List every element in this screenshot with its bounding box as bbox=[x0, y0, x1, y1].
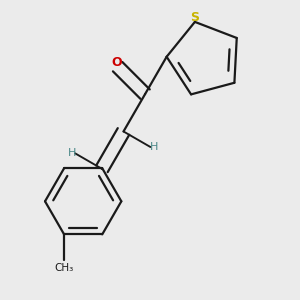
Text: H: H bbox=[149, 142, 158, 152]
Text: O: O bbox=[111, 56, 122, 68]
Text: CH₃: CH₃ bbox=[55, 263, 74, 273]
Text: H: H bbox=[68, 148, 76, 158]
Text: S: S bbox=[190, 11, 200, 24]
